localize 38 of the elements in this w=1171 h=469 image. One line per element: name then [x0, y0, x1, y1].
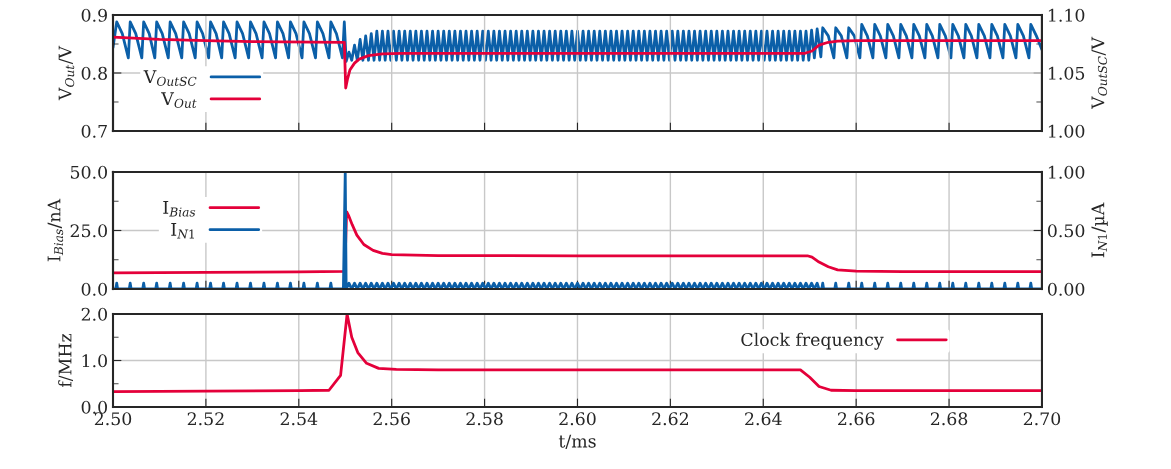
- y-tick-label: 0.0: [81, 282, 107, 296]
- y-axis-title: f/MHz: [58, 333, 73, 388]
- x-tick-label: 2.62: [652, 412, 688, 426]
- y-tick-label: 0.8: [81, 66, 107, 80]
- x-tick-label: 2.64: [745, 412, 782, 426]
- x-tick-label: 2.70: [1023, 412, 1061, 426]
- x-tick-label: 2.50: [94, 412, 132, 426]
- x-tick-label: 2.52: [187, 412, 224, 426]
- y2-tick-label: 0.50: [1047, 224, 1085, 238]
- y2-tick-label: 1.10: [1048, 8, 1085, 22]
- y2-tick-label: 0.00: [1047, 282, 1085, 296]
- y2-tick-label: 1.00: [1048, 165, 1085, 179]
- y-tick-label: 0.9: [81, 8, 107, 22]
- legend-label: V$_{Out}$: [161, 92, 197, 108]
- legend-label: I$_{N1}$: [171, 223, 194, 239]
- y2-axis-title: V$_{OutSC}$/V: [1091, 36, 1108, 110]
- y-axis-title: V$_{Out}$/V: [58, 45, 75, 101]
- y-tick-label: 2.0: [81, 307, 107, 321]
- y-tick-label: 25.0: [70, 224, 107, 238]
- y-tick-label: 0.7: [81, 124, 107, 138]
- y-tick-label: 0.0: [81, 400, 107, 414]
- legend-label: I$_{Bias}$: [163, 201, 196, 217]
- y-tick-label: 1.0: [82, 354, 107, 368]
- x-tick-label: 2.54: [280, 412, 318, 426]
- x-axis-title: t/ms: [558, 434, 596, 450]
- x-tick-label: 2.56: [373, 412, 410, 426]
- y2-axis-title: I$_{N1}$/µA: [1091, 202, 1108, 258]
- x-tick-label: 2.58: [466, 412, 503, 426]
- y-axis-title: I$_{Bias}$/nA: [47, 198, 64, 262]
- legend-label: Clock frequency: [741, 332, 884, 350]
- legend-label: V$_{OutSC}$: [143, 70, 197, 86]
- x-tick-label: 2.60: [559, 412, 596, 426]
- x-tick-label: 2.68: [930, 412, 968, 426]
- x-tick-label: 2.66: [838, 412, 875, 426]
- y2-tick-label: 1.00: [1048, 124, 1085, 138]
- y-tick-label: 50.0: [70, 165, 107, 179]
- line-series: [113, 35, 1042, 90]
- y2-tick-label: 1.05: [1048, 66, 1085, 80]
